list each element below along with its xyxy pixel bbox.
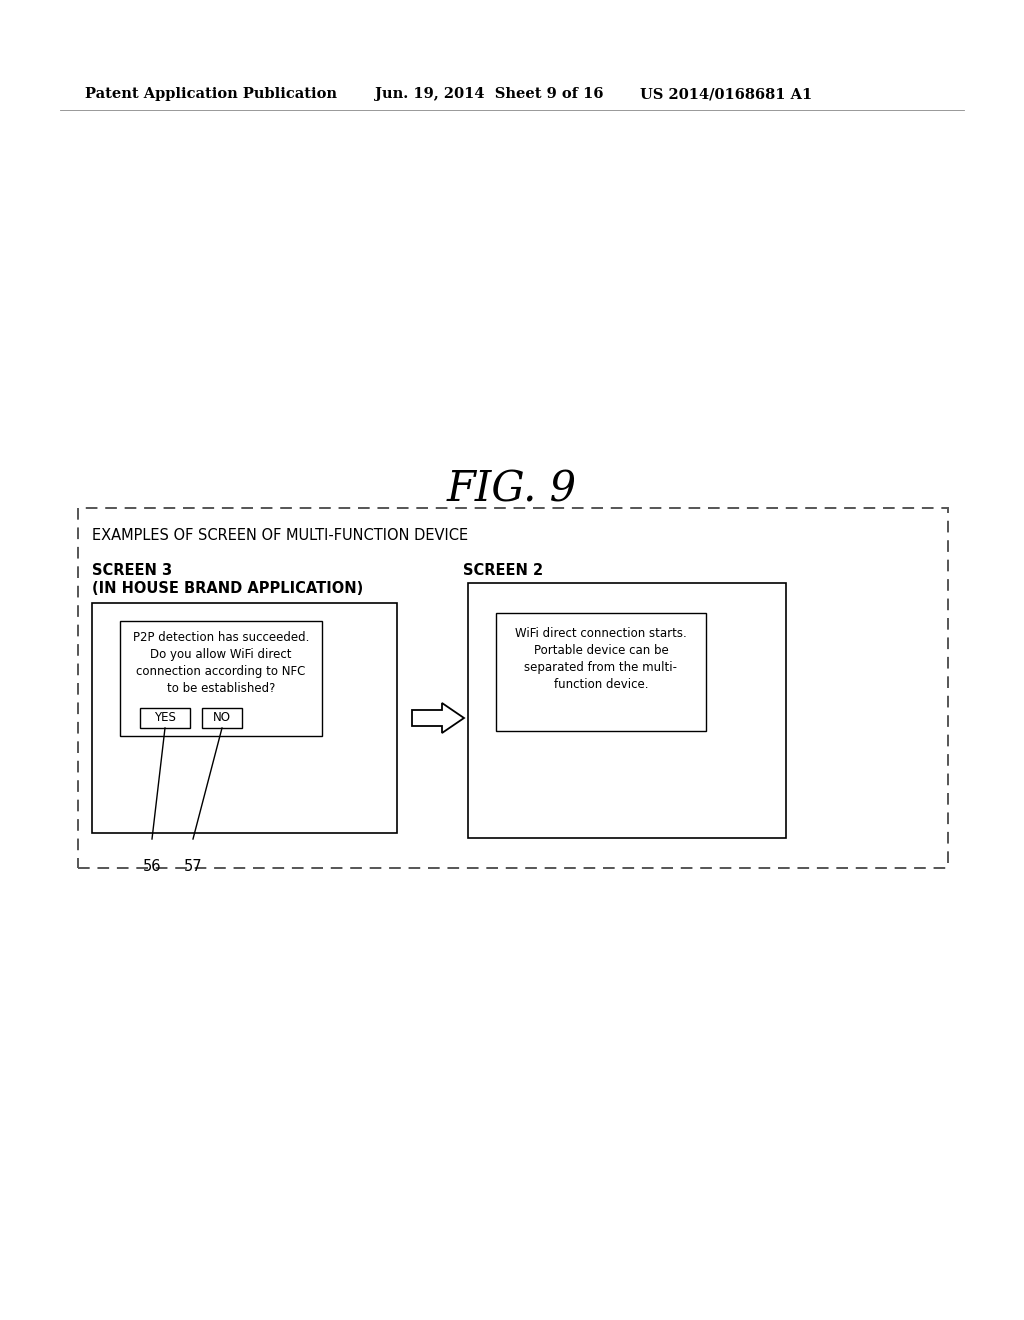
- Bar: [120, 620, 322, 737]
- Text: Patent Application Publication: Patent Application Publication: [85, 87, 337, 102]
- Text: SCREEN 2: SCREEN 2: [463, 564, 543, 578]
- Bar: [496, 612, 706, 731]
- Bar: [78, 508, 948, 869]
- Text: 57: 57: [183, 859, 203, 874]
- Text: US 2014/0168681 A1: US 2014/0168681 A1: [640, 87, 812, 102]
- Bar: [92, 603, 397, 833]
- Text: WiFi direct connection starts.
Portable device can be
separated from the multi-
: WiFi direct connection starts. Portable …: [515, 627, 687, 690]
- Bar: [202, 708, 242, 729]
- Text: P2P detection has succeeded.
Do you allow WiFi direct
connection according to NF: P2P detection has succeeded. Do you allo…: [133, 631, 309, 696]
- Text: NO: NO: [213, 711, 231, 723]
- Text: FIG. 9: FIG. 9: [446, 469, 578, 510]
- Text: 56: 56: [142, 859, 161, 874]
- Text: SCREEN 3: SCREEN 3: [92, 564, 172, 578]
- Text: YES: YES: [154, 711, 176, 723]
- Text: Jun. 19, 2014  Sheet 9 of 16: Jun. 19, 2014 Sheet 9 of 16: [375, 87, 603, 102]
- Bar: [468, 583, 786, 838]
- Text: (IN HOUSE BRAND APPLICATION): (IN HOUSE BRAND APPLICATION): [92, 581, 364, 597]
- Polygon shape: [412, 704, 464, 733]
- Bar: [140, 708, 190, 729]
- Text: EXAMPLES OF SCREEN OF MULTI-FUNCTION DEVICE: EXAMPLES OF SCREEN OF MULTI-FUNCTION DEV…: [92, 528, 468, 543]
